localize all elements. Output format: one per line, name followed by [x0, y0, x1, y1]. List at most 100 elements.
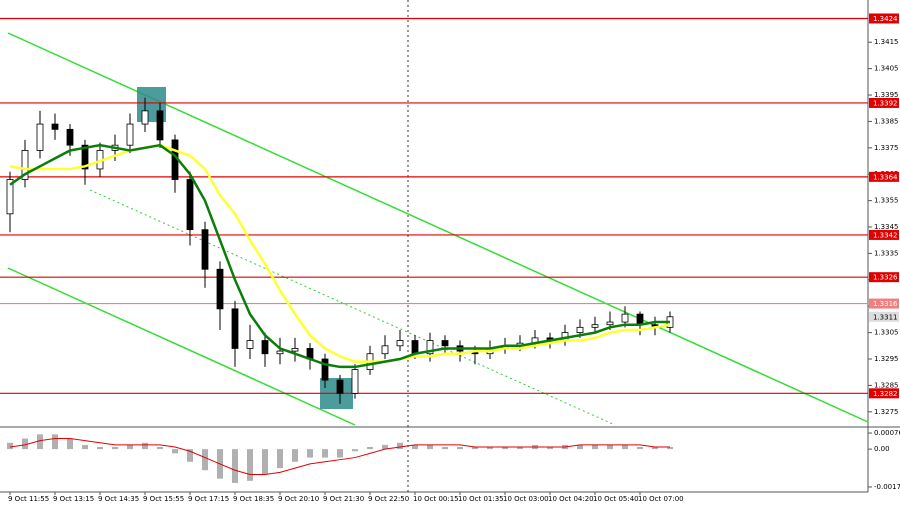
level-label-box: [869, 97, 899, 108]
candle-body: [186, 179, 194, 231]
histogram-bar: [412, 444, 418, 450]
candle-body: [51, 123, 59, 130]
level-label: 1.3424: [873, 15, 898, 23]
moving-average: [9, 143, 671, 363]
candle-body: [66, 128, 74, 146]
candle-body: [126, 123, 134, 146]
candle-body: [201, 229, 209, 270]
histogram-bar: [367, 447, 373, 450]
last-price-box: [869, 311, 899, 322]
histogram-bar: [202, 449, 208, 471]
candle-body: [621, 313, 629, 323]
histogram-bar: [322, 449, 328, 458]
candle-body: [156, 110, 164, 141]
histogram-bar: [292, 449, 298, 462]
y-tick-label: 1.3335: [874, 249, 899, 257]
histogram-bar: [22, 438, 28, 450]
histogram-bar: [397, 442, 403, 450]
candle-body: [216, 268, 224, 310]
candle-body: [336, 379, 344, 394]
histogram-bar: [547, 447, 553, 450]
y-tick-label: 0.00076: [874, 429, 900, 437]
x-tick-label: 9 Oct 14:35: [98, 495, 139, 503]
candle-body: [411, 340, 419, 355]
level-label-box: [869, 13, 899, 24]
histogram-bar: [592, 444, 598, 450]
level-label: 1.3392: [873, 99, 898, 107]
level-label: 1.3316: [873, 300, 898, 308]
y-tick-label: 1.3285: [874, 381, 899, 389]
histogram-bar: [232, 449, 238, 483]
candle-body: [606, 321, 614, 326]
histogram-bar: [472, 447, 478, 450]
histogram-bar: [277, 449, 283, 469]
x-tick-label: 9 Oct 15:55: [143, 495, 184, 503]
histogram-bar: [247, 449, 253, 481]
signal-line: [9, 438, 670, 475]
histogram-bar: [502, 447, 508, 450]
histogram-bar: [352, 449, 358, 452]
y-tick-label: 1.3405: [874, 65, 899, 73]
x-tick-label: 9 Oct 11:55: [8, 495, 49, 503]
candle-body: [246, 340, 254, 349]
histogram-bar: [427, 444, 433, 450]
level-label: 1.3326: [873, 274, 898, 282]
candle-body: [576, 326, 584, 334]
histogram-bar: [382, 444, 388, 450]
level-label-box: [869, 298, 899, 309]
histogram-bar: [157, 447, 163, 450]
x-tick-label: 10 Oct 01:35: [458, 495, 504, 503]
level-label-box: [869, 388, 899, 399]
y-tick-label: 1.3355: [874, 197, 899, 205]
moving-average: [9, 143, 670, 369]
histogram-bar: [517, 447, 523, 450]
candle-body: [261, 340, 269, 355]
channel-lower: [7, 267, 356, 426]
x-tick-label: 9 Oct 18:35: [233, 495, 274, 503]
histogram-bar: [337, 449, 343, 458]
y-tick-label: 1.3305: [874, 329, 899, 337]
histogram-bar: [172, 449, 178, 454]
histogram-bar: [52, 434, 58, 450]
y-tick-label: 0.00: [874, 445, 890, 453]
histogram-bar: [442, 447, 448, 450]
histogram-bar: [652, 447, 658, 450]
histogram-bar: [82, 444, 88, 450]
dotted-trend-line: [89, 189, 616, 426]
histogram-bar: [307, 449, 313, 458]
level-label-box: [869, 229, 899, 240]
candle-body: [231, 308, 239, 349]
x-tick-label: 10 Oct 07:00: [638, 495, 684, 503]
y-tick-label: -0.00179: [874, 483, 900, 491]
candle-body: [381, 345, 389, 355]
y-tick-label: 1.3375: [874, 144, 899, 152]
candle-body: [81, 144, 89, 170]
candle-body: [276, 350, 284, 355]
histogram-bar: [127, 444, 133, 450]
candle-body: [441, 340, 449, 347]
y-tick-label: 1.3385: [874, 117, 899, 125]
x-tick-label: 9 Oct 22:50: [368, 495, 409, 503]
candle-body: [591, 324, 599, 328]
histogram-bar: [607, 444, 613, 450]
x-tick-label: 10 Oct 04:20: [548, 495, 594, 503]
candle-body: [21, 150, 29, 180]
x-tick-label: 9 Oct 20:10: [278, 495, 319, 503]
histogram-bar: [37, 434, 43, 450]
candle-body: [351, 369, 359, 394]
histogram-bar: [67, 438, 73, 450]
histogram-bar: [97, 447, 103, 450]
level-label: 1.3364: [873, 173, 898, 181]
plot: 1.32751.32851.32951.33051.33151.33251.33…: [0, 13, 900, 503]
y-tick-label: 1.3415: [874, 38, 899, 46]
candle-body: [396, 340, 404, 347]
x-tick-label: 10 Oct 03:00: [503, 495, 549, 503]
candle-body: [36, 123, 44, 151]
histogram-bar: [7, 442, 13, 450]
histogram-bar: [112, 447, 118, 450]
level-label: 1.3342: [873, 231, 898, 239]
histogram-bar: [142, 442, 148, 450]
y-tick-label: 1.3275: [874, 408, 899, 416]
